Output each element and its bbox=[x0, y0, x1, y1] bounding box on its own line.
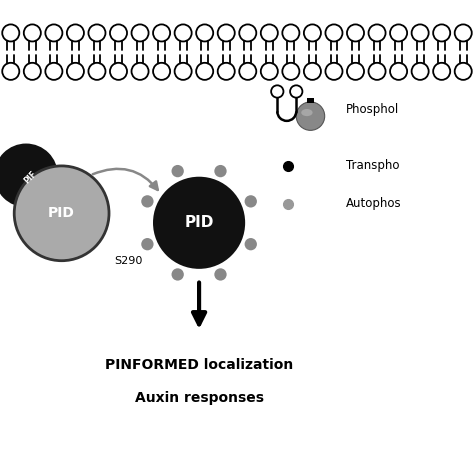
FancyArrowPatch shape bbox=[92, 169, 158, 190]
Circle shape bbox=[347, 63, 364, 80]
Circle shape bbox=[46, 63, 63, 80]
Circle shape bbox=[0, 145, 57, 206]
Circle shape bbox=[261, 25, 278, 42]
Circle shape bbox=[390, 25, 407, 42]
Circle shape bbox=[390, 63, 407, 80]
Circle shape bbox=[153, 63, 170, 80]
Circle shape bbox=[89, 25, 106, 42]
Circle shape bbox=[283, 25, 300, 42]
Circle shape bbox=[2, 25, 19, 42]
Circle shape bbox=[218, 25, 235, 42]
Text: PINFORMED localization: PINFORMED localization bbox=[105, 358, 293, 372]
Circle shape bbox=[304, 25, 321, 42]
Circle shape bbox=[296, 102, 325, 130]
Circle shape bbox=[174, 63, 191, 80]
Circle shape bbox=[14, 166, 109, 261]
Circle shape bbox=[245, 195, 257, 208]
Circle shape bbox=[261, 63, 278, 80]
Circle shape bbox=[455, 63, 472, 80]
Circle shape bbox=[141, 195, 154, 208]
Circle shape bbox=[46, 25, 63, 42]
Circle shape bbox=[283, 63, 300, 80]
Circle shape bbox=[67, 63, 84, 80]
Circle shape bbox=[304, 63, 321, 80]
Text: Auxin responses: Auxin responses bbox=[135, 391, 264, 405]
Circle shape bbox=[239, 63, 256, 80]
Circle shape bbox=[131, 25, 148, 42]
Circle shape bbox=[455, 25, 472, 42]
Circle shape bbox=[89, 63, 106, 80]
Circle shape bbox=[174, 25, 191, 42]
Text: PID: PID bbox=[184, 215, 214, 230]
Circle shape bbox=[110, 25, 127, 42]
Text: S290: S290 bbox=[114, 256, 142, 266]
Circle shape bbox=[110, 63, 127, 80]
Circle shape bbox=[290, 85, 302, 98]
Text: Autophos: Autophos bbox=[346, 197, 401, 210]
Circle shape bbox=[153, 25, 170, 42]
Bar bbox=[307, 98, 314, 103]
Circle shape bbox=[24, 63, 41, 80]
Text: Phosphol: Phosphol bbox=[346, 102, 399, 116]
Circle shape bbox=[326, 25, 343, 42]
Circle shape bbox=[245, 238, 257, 250]
Circle shape bbox=[239, 25, 256, 42]
Ellipse shape bbox=[301, 109, 313, 116]
Circle shape bbox=[326, 63, 343, 80]
Circle shape bbox=[368, 63, 385, 80]
Circle shape bbox=[368, 25, 385, 42]
Circle shape bbox=[172, 165, 184, 177]
Circle shape bbox=[433, 63, 450, 80]
Circle shape bbox=[67, 25, 84, 42]
Circle shape bbox=[214, 165, 227, 177]
Text: Transpho: Transpho bbox=[346, 159, 400, 173]
Circle shape bbox=[271, 85, 283, 98]
Circle shape bbox=[196, 25, 213, 42]
Text: PIF: PIF bbox=[23, 170, 39, 186]
Text: PID: PID bbox=[48, 206, 75, 220]
Circle shape bbox=[141, 238, 154, 250]
Circle shape bbox=[433, 25, 450, 42]
Circle shape bbox=[154, 178, 244, 268]
Circle shape bbox=[172, 268, 184, 281]
Circle shape bbox=[131, 63, 148, 80]
Circle shape bbox=[24, 25, 41, 42]
Circle shape bbox=[196, 63, 213, 80]
Circle shape bbox=[214, 268, 227, 281]
Circle shape bbox=[411, 25, 428, 42]
Circle shape bbox=[347, 25, 364, 42]
Circle shape bbox=[411, 63, 428, 80]
Circle shape bbox=[218, 63, 235, 80]
Circle shape bbox=[2, 63, 19, 80]
